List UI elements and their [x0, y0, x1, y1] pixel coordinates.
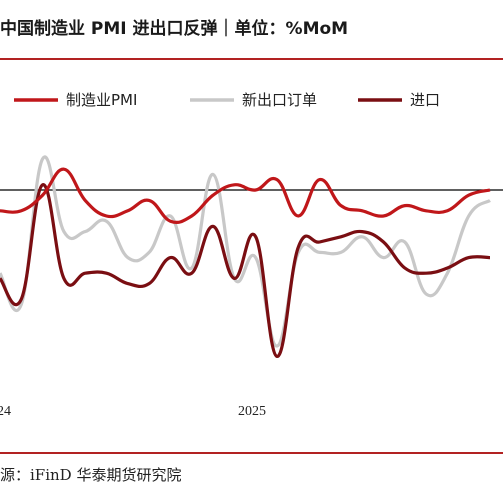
- title-divider: [0, 58, 503, 60]
- legend-label-0: 制造业PMI: [66, 91, 137, 109]
- legend-label-2: 进口: [410, 91, 440, 109]
- source-divider: [0, 452, 503, 454]
- series-line-0: [0, 167, 491, 225]
- x-axis-ticks: 024 2025: [0, 404, 266, 419]
- legend-label-1: 新出口订单: [242, 91, 317, 109]
- x-tick-label-1: 2025: [238, 404, 266, 419]
- x-tick-label-0: 024: [0, 404, 11, 419]
- chart-title: 中国制造业 PMI 进出口反弹｜单位：%MoM: [0, 19, 349, 39]
- source-note: 源：iFinD 华泰期货研究院: [0, 466, 182, 484]
- series-layer: [0, 155, 491, 359]
- series-line-2: [0, 183, 491, 359]
- legend: 制造业PMI 新出口订单 进口: [14, 91, 440, 109]
